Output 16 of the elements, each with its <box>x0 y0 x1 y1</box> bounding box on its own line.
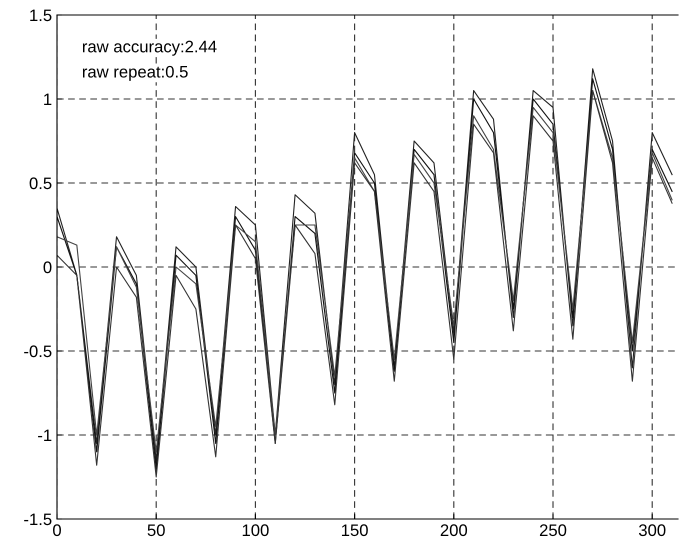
y-tick-label: 0.5 <box>30 177 52 190</box>
annotation: raw repeat:0.5 <box>82 66 188 81</box>
y-tick-label: 1 <box>44 94 52 106</box>
y-tick-label: -0.5 <box>24 345 52 358</box>
y-tick-label: 1.5 <box>30 10 52 22</box>
y-tick-label: -1.5 <box>24 514 52 526</box>
y-tick-label: -1 <box>38 430 52 442</box>
x-tick-label: 50 <box>148 524 165 536</box>
y-tick-label: 0 <box>44 261 52 274</box>
annotation: raw accuracy:2.44 <box>82 40 217 56</box>
x-tick-label: 100 <box>242 524 269 536</box>
x-tick-label: 150 <box>342 524 368 536</box>
x-tick-label: 300 <box>638 524 666 536</box>
x-tick-label: 250 <box>540 524 566 536</box>
x-tick-label: 200 <box>440 524 468 536</box>
x-tick-label: 0 <box>53 524 61 536</box>
